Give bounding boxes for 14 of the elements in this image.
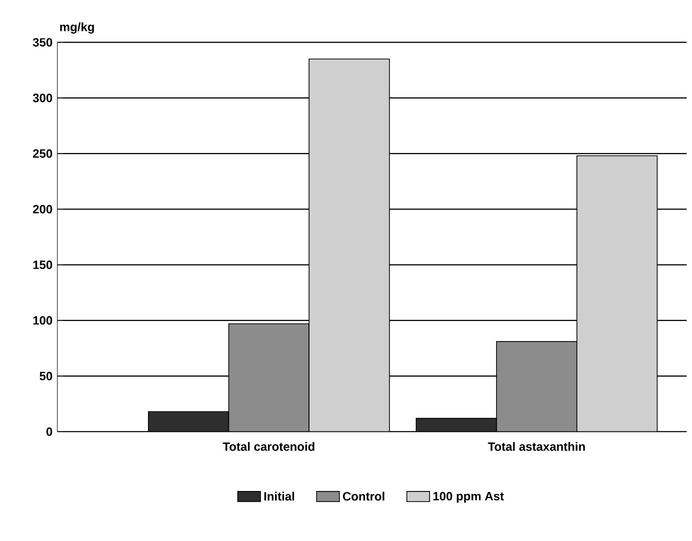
legend-label: 100 ppm Ast bbox=[433, 492, 504, 503]
y-tick-label: 150 bbox=[33, 260, 52, 270]
y-tick-label: 200 bbox=[33, 204, 52, 214]
x-tick-label: Total carotenoid bbox=[222, 442, 314, 451]
y-tick-label: 50 bbox=[40, 372, 52, 380]
legend-label: Initial bbox=[264, 492, 294, 501]
y-tick-label: 0 bbox=[46, 427, 52, 436]
y-tick-label: 100 bbox=[33, 316, 52, 325]
x-tick-label: Total astaxanthin bbox=[488, 442, 585, 451]
y-tick-label: 250 bbox=[33, 149, 52, 158]
legend-label: Control bbox=[342, 492, 384, 501]
y-axis-title: mg/kg bbox=[60, 22, 94, 34]
y-tick-label: 350 bbox=[32, 38, 52, 47]
y-tick-label: 300 bbox=[32, 94, 52, 102]
